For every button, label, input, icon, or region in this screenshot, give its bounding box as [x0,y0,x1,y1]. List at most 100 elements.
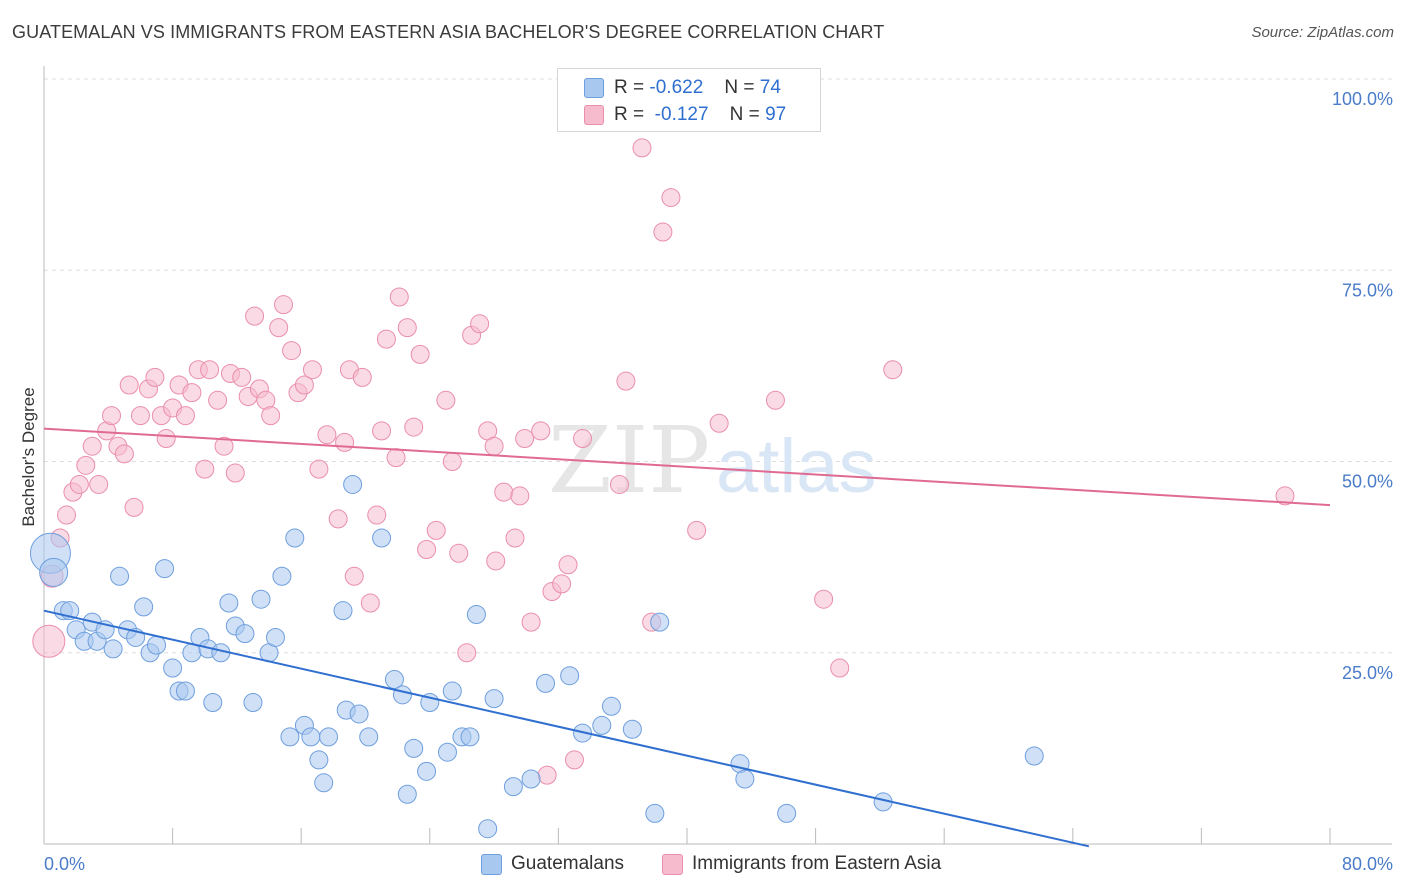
point-guatemalan [155,559,175,579]
y-tick-label: 100.0% [1332,89,1393,109]
point-guatemalan [39,557,69,587]
point-eastern-asia [830,658,850,678]
point-guatemalan [484,689,504,709]
swatch-pink [584,105,604,125]
point-eastern-asia [119,375,139,395]
point-eastern-asia [515,429,535,449]
point-eastern-asia [309,459,329,479]
point-eastern-asia [182,383,202,403]
point-eastern-asia [130,406,150,426]
point-eastern-asia [352,367,372,387]
r-label: R = [614,104,645,125]
point-eastern-asia [661,188,681,208]
series-eastern-asia [32,138,1295,785]
point-guatemalan [1024,746,1044,766]
point-eastern-asia [1275,486,1295,506]
point-guatemalan [272,566,292,586]
point-guatemalan [359,727,379,747]
point-eastern-asia [653,222,673,242]
n-label: N = [729,104,760,125]
point-eastern-asia [457,643,477,663]
point-eastern-asia [156,429,176,449]
point-eastern-asia [417,539,437,559]
r-label: R = [614,77,645,98]
point-guatemalan [343,474,363,494]
point-guatemalan [349,704,369,724]
r-value: -0.127 [654,104,709,125]
point-guatemalan [309,750,329,770]
point-guatemalan [442,681,462,701]
point-eastern-asia [449,543,469,563]
point-guatemalan [645,803,665,823]
point-eastern-asia [564,750,584,770]
point-guatemalan [417,761,437,781]
point-guatemalan [372,528,392,548]
point-guatemalan [384,670,404,690]
point-guatemalan [265,627,285,647]
chart-title: GUATEMALAN VS IMMIGRANTS FROM EASTERN AS… [12,22,885,42]
legend-label: Immigrants from Eastern Asia [692,853,942,874]
point-guatemalan [601,696,621,716]
point-eastern-asia [709,413,729,433]
point-eastern-asia [124,497,144,517]
point-guatemalan [437,742,457,762]
point-guatemalan [110,566,130,586]
n-value: 97 [765,104,787,125]
trend-lines [43,427,1331,848]
point-eastern-asia [372,421,392,441]
point-eastern-asia [76,455,96,475]
point-eastern-asia [765,390,785,410]
y-tick-label: 75.0% [1342,280,1393,300]
point-eastern-asia [521,612,541,632]
point-guatemalan [103,639,123,659]
point-eastern-asia [486,551,506,571]
watermark: ZIP atlas [548,407,877,514]
point-guatemalan [314,773,334,793]
swatch-blue [584,78,604,98]
point-eastern-asia [82,436,102,456]
point-eastern-asia [195,459,215,479]
y-tick-label: 25.0% [1342,663,1393,683]
point-eastern-asia [89,474,109,494]
point-eastern-asia [558,555,578,575]
point-eastern-asia [410,344,430,364]
point-guatemalan [235,624,255,644]
point-guatemalan [251,589,271,609]
point-eastern-asia [494,482,514,502]
point-guatemalan [397,784,417,804]
point-eastern-asia [552,574,572,594]
series-guatemalans [29,474,1044,839]
point-eastern-asia [208,390,228,410]
source-label: Source: ZipAtlas.com [1251,24,1394,41]
n-value: 74 [759,77,781,98]
point-eastern-asia [302,360,322,380]
point-guatemalan [503,777,523,797]
point-guatemalan [622,719,642,739]
point-eastern-asia [261,406,281,426]
trend-line-guatemalans [43,609,1090,848]
point-eastern-asia [632,138,652,158]
point-eastern-asia [442,452,462,471]
point-eastern-asia [245,306,265,326]
point-guatemalan [592,715,612,735]
point-guatemalan [163,658,183,678]
point-eastern-asia [102,406,122,426]
axes [43,66,1392,845]
point-eastern-asia [814,589,834,609]
tick-labels: 25.0% 50.0% 75.0% 100.0% 0.0% 80.0% [44,89,1393,874]
point-eastern-asia [883,360,903,380]
point-guatemalan [134,597,154,617]
point-eastern-asia [404,417,424,437]
watermark-atlas: atlas [716,424,877,509]
point-eastern-asia [317,425,337,445]
point-guatemalan [219,593,239,613]
point-eastern-asia [294,375,314,395]
point-eastern-asia [367,505,387,525]
point-eastern-asia [687,520,707,540]
point-eastern-asia [426,520,446,540]
point-guatemalan [466,605,486,624]
grid-lines [44,78,1392,654]
point-guatemalan [301,727,321,747]
point-eastern-asia [484,436,504,456]
